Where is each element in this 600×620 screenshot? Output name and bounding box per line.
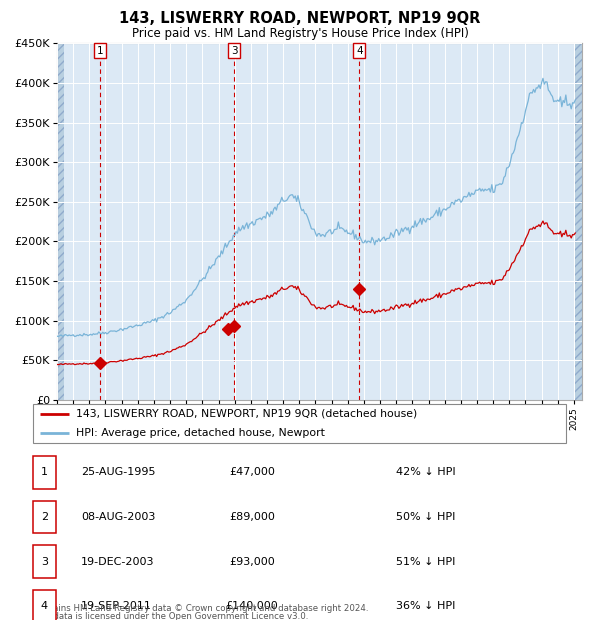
Text: 08-AUG-2003: 08-AUG-2003 xyxy=(81,512,155,522)
FancyBboxPatch shape xyxy=(33,404,566,443)
Text: £140,000: £140,000 xyxy=(226,601,278,611)
Text: 19-DEC-2003: 19-DEC-2003 xyxy=(81,557,155,567)
Text: £47,000: £47,000 xyxy=(229,467,275,477)
Text: 36% ↓ HPI: 36% ↓ HPI xyxy=(396,601,455,611)
Text: Contains HM Land Registry data © Crown copyright and database right 2024.: Contains HM Land Registry data © Crown c… xyxy=(33,604,368,613)
Text: £89,000: £89,000 xyxy=(229,512,275,522)
Text: 143, LISWERRY ROAD, NEWPORT, NP19 9QR: 143, LISWERRY ROAD, NEWPORT, NP19 9QR xyxy=(119,11,481,25)
Bar xyxy=(57,43,64,400)
Text: £93,000: £93,000 xyxy=(229,557,275,567)
Text: 50% ↓ HPI: 50% ↓ HPI xyxy=(396,512,455,522)
Text: 4: 4 xyxy=(356,46,363,56)
Text: 143, LISWERRY ROAD, NEWPORT, NP19 9QR (detached house): 143, LISWERRY ROAD, NEWPORT, NP19 9QR (d… xyxy=(76,409,417,419)
Text: 42% ↓ HPI: 42% ↓ HPI xyxy=(396,467,455,477)
Text: Price paid vs. HM Land Registry's House Price Index (HPI): Price paid vs. HM Land Registry's House … xyxy=(131,27,469,40)
Text: This data is licensed under the Open Government Licence v3.0.: This data is licensed under the Open Gov… xyxy=(33,612,308,620)
Text: 1: 1 xyxy=(41,467,48,477)
Text: 4: 4 xyxy=(41,601,48,611)
Text: 51% ↓ HPI: 51% ↓ HPI xyxy=(396,557,455,567)
Text: 2: 2 xyxy=(41,512,48,522)
Text: 25-AUG-1995: 25-AUG-1995 xyxy=(81,467,155,477)
Text: 19-SEP-2011: 19-SEP-2011 xyxy=(81,601,152,611)
Text: 3: 3 xyxy=(231,46,238,56)
Bar xyxy=(575,43,582,400)
Text: 1: 1 xyxy=(97,46,103,56)
Text: 3: 3 xyxy=(41,557,48,567)
Text: HPI: Average price, detached house, Newport: HPI: Average price, detached house, Newp… xyxy=(76,428,325,438)
